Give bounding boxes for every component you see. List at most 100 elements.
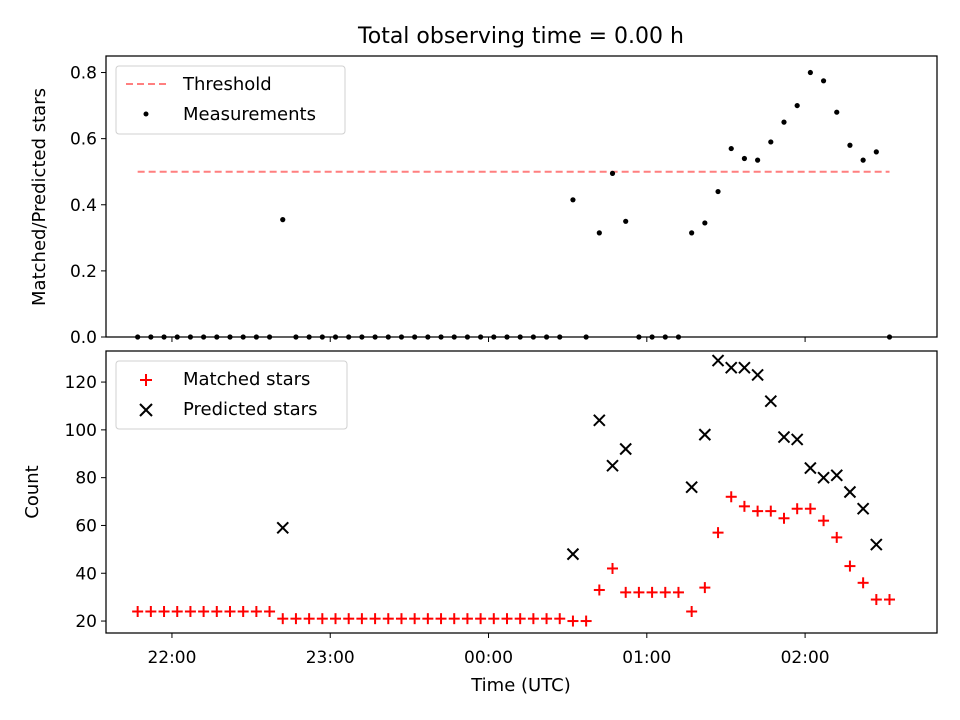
matched-point [738, 500, 750, 512]
matched-point [633, 586, 645, 598]
predicted-point [738, 361, 751, 374]
matched-point [303, 613, 315, 625]
matched-point [501, 613, 513, 625]
top-x-ticks [171, 337, 806, 342]
measurement-point [266, 334, 273, 340]
predicted-point [725, 361, 738, 374]
measurement-point [438, 334, 444, 340]
top-ylabel: Matched/Predicted stars [29, 88, 50, 306]
predicted-point [698, 428, 712, 441]
matched-point [699, 582, 711, 594]
bottom-x-tick-label: 23:00 [306, 648, 355, 668]
predicted-point [804, 461, 817, 475]
legend-predicted-label: Predicted stars [183, 399, 317, 420]
bottom-y-tick-label: 60 [75, 516, 97, 536]
predicted-point [711, 354, 725, 367]
measurement-point [253, 334, 259, 340]
measurement-point [148, 334, 154, 340]
bottom-x-ticks: 22:00 23:00 00:00 01:00 02:00 [147, 633, 830, 668]
bottom-x-tick-label: 02:00 [781, 648, 830, 668]
measurement-point [201, 334, 207, 340]
measurement-point [715, 188, 721, 195]
matched-point [250, 605, 262, 617]
measurement-point [319, 334, 325, 340]
matched-point [369, 613, 381, 625]
measurement-point [728, 145, 734, 152]
matched-point [237, 605, 249, 617]
measurement-point [557, 334, 563, 340]
predicted-point [817, 471, 830, 484]
measurement-point [359, 334, 365, 340]
matched-point [290, 613, 302, 625]
measurement-point [464, 334, 471, 340]
measurement-point [741, 155, 748, 162]
legend-measurements-label: Measurements [183, 104, 316, 125]
measurement-point [702, 220, 708, 226]
matched-point [607, 562, 619, 574]
bottom-y-ticks: 20 40 60 80 100 120 [65, 373, 106, 632]
matched-point [567, 615, 579, 627]
matched-point [475, 613, 487, 625]
measurement-point [385, 334, 391, 340]
legend-predicted-swatch [139, 403, 153, 417]
measurement-point [768, 139, 774, 145]
top-y-tick-label: 0.0 [70, 328, 97, 348]
matched-point [884, 594, 896, 606]
measurement-point [689, 230, 695, 236]
legend-matched-swatch [140, 374, 152, 386]
matched-point [316, 613, 328, 625]
measurement-point [649, 334, 655, 340]
measurement-point [807, 69, 813, 76]
measurement-point [306, 334, 312, 340]
top-y-tick-label: 0.4 [70, 196, 97, 216]
measurement-point [214, 334, 220, 340]
top-y-ticks: 0.0 0.2 0.4 0.6 0.8 [70, 64, 106, 348]
matched-point [554, 613, 566, 625]
predicted-point [870, 538, 883, 551]
matched-point [184, 605, 196, 617]
top-legend-box [115, 65, 346, 135]
matched-point [686, 605, 698, 617]
matched-point [778, 512, 790, 524]
legend-threshold-label: Threshold [182, 74, 272, 95]
top-y-tick-label: 0.8 [70, 64, 97, 84]
matched-point [541, 613, 553, 625]
bottom-panel: 20 40 60 80 100 120 22:00 23:00 00:00 01:00 02:00… [22, 350, 938, 696]
bottom-legend-box [115, 360, 348, 430]
matched-point [422, 613, 434, 625]
predicted-point [566, 547, 580, 561]
predicted-point [593, 414, 606, 427]
bottom-y-tick-label: 40 [75, 564, 97, 584]
matched-point [804, 503, 816, 515]
measurement-point [280, 217, 286, 223]
predicted-point [751, 368, 764, 382]
measurement-point [332, 334, 339, 340]
measurement-point [135, 334, 141, 340]
matched-point [870, 594, 882, 606]
measurement-point [346, 334, 352, 340]
measurement-point [755, 157, 761, 163]
bottom-ylabel: Count [22, 465, 43, 518]
top-legend: Threshold Measurements [115, 65, 346, 135]
measurement-point [187, 334, 194, 340]
matched-point [752, 505, 764, 517]
bottom-x-tick-label: 01:00 [622, 648, 671, 668]
measurement-point [886, 334, 893, 340]
matched-point [659, 586, 671, 598]
matched-point [791, 503, 803, 515]
predicted-point [764, 394, 778, 408]
measurement-point [530, 334, 536, 340]
matched-point [488, 613, 500, 625]
predicted-point [777, 430, 791, 444]
bottom-x-tick-label: 00:00 [464, 648, 513, 668]
legend-measurements-swatch [143, 111, 149, 117]
measurement-point [161, 334, 167, 340]
matched-point [198, 605, 210, 617]
figure-title: Total observing time = 0.00 h [357, 24, 684, 49]
measurement-point [398, 334, 405, 340]
matched-point [831, 531, 843, 543]
measurement-point [860, 157, 866, 163]
predicted-point [843, 485, 857, 499]
measurement-point [491, 334, 497, 340]
